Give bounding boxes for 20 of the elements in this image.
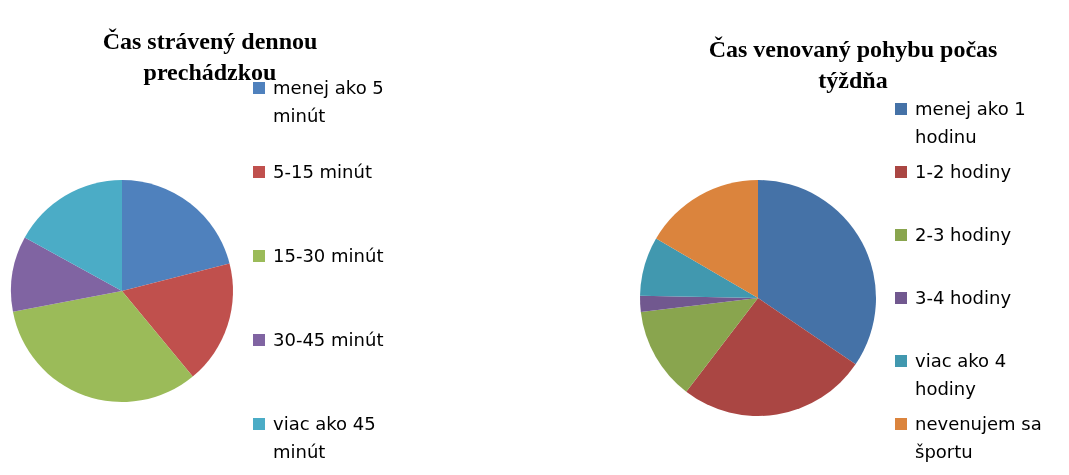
legend-label: 15-30 minút [273, 245, 384, 267]
legend-label: 1-2 hodiny [915, 161, 1012, 183]
pie-slice [640, 298, 758, 392]
legend-label: 5-15 minút [273, 161, 372, 183]
legend-label: 3-4 hodiny [915, 287, 1012, 309]
pie-slice [656, 180, 758, 298]
pie-slice [640, 238, 758, 298]
pie-slice [686, 298, 856, 416]
legend-label: 30-45 minút [273, 329, 384, 351]
pie-slice [122, 180, 230, 291]
legend-label: viac ako 45 minút [273, 413, 376, 463]
legend-label: menej ako 1 hodinu [915, 98, 1026, 148]
pie-slice [758, 180, 876, 365]
legend-label: 2-3 hodiny [915, 224, 1012, 246]
pie-slice [11, 237, 122, 312]
legend-label: nevenujem sa športu [915, 413, 1042, 463]
pie-slice [122, 263, 233, 377]
chart-title: Čas venovaný pohybu počas týždňa [708, 36, 998, 94]
pie-slice [12, 291, 193, 402]
pie-slice [24, 180, 122, 291]
